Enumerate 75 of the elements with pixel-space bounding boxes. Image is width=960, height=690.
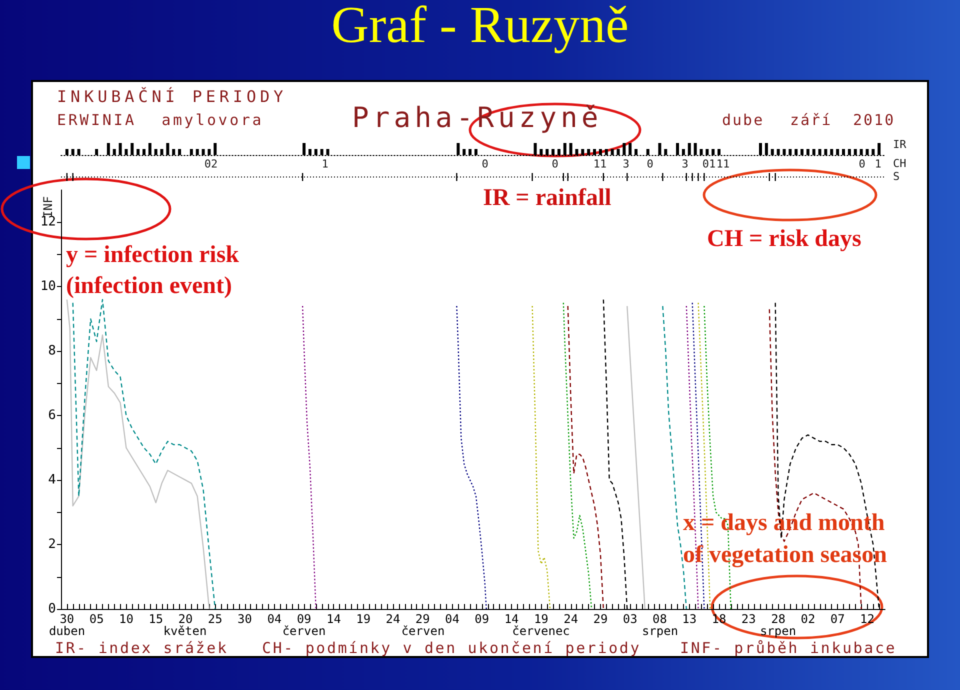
x-tick-label: 24	[564, 612, 578, 626]
line-series	[456, 305, 487, 610]
text: 11	[593, 158, 607, 170]
text: CH- podmínky v den ukončení periody	[262, 639, 642, 657]
text: 3	[622, 158, 630, 170]
x-tick-label: 07	[830, 612, 845, 626]
text: duben	[48, 624, 86, 638]
text: 0	[646, 158, 654, 170]
text: 11	[716, 158, 730, 170]
text: srpen	[642, 624, 678, 638]
y-tick-label: 0	[48, 602, 56, 616]
y-tick-label: 10	[40, 279, 56, 294]
text: 2010	[853, 111, 896, 129]
y-tick-label: 2	[48, 537, 56, 552]
x-tick-label: 23	[741, 612, 756, 626]
y-tick-label: 4	[48, 472, 56, 488]
x-tick-label: 04	[445, 612, 460, 626]
x-tick-label: 05	[89, 612, 104, 626]
text: červenec	[512, 624, 570, 638]
line-series	[626, 305, 646, 610]
text: 3	[682, 158, 688, 170]
x-tick-label: 28	[771, 612, 786, 626]
x-tick-label: 15	[148, 612, 164, 626]
text: 02	[204, 158, 218, 170]
text: 0	[552, 158, 558, 170]
x-tick-label: 04	[267, 612, 282, 626]
text: květen	[163, 624, 207, 638]
chart-title: Graf - Ruzyně	[331, 0, 629, 54]
text: srpen	[760, 624, 796, 638]
x-tick-label: 09	[296, 612, 312, 626]
text: 1	[874, 158, 882, 170]
x-tick-label: 03	[622, 612, 638, 626]
text: IR- index srážek	[55, 639, 228, 657]
text: červen	[282, 624, 326, 638]
line-series	[532, 305, 551, 610]
x-tick-label: 14	[326, 612, 341, 626]
text: S	[893, 170, 900, 183]
x-tick-label: 25	[208, 612, 222, 626]
text: 0	[482, 158, 488, 170]
annotation: CH = risk days	[707, 226, 862, 252]
y-tick-label: 6	[48, 408, 56, 424]
x-tick-label: 19	[534, 612, 548, 626]
x-tick-label: 10	[118, 612, 134, 626]
line-series	[302, 305, 317, 610]
x-tick-label: 30	[238, 612, 252, 626]
text: červen	[401, 624, 445, 638]
text: INF- průběh inkubace	[680, 639, 897, 657]
x-tick-label: 29	[593, 612, 608, 626]
line-series	[562, 302, 592, 610]
text: 1	[322, 158, 328, 170]
x-tick-label: 29	[415, 612, 430, 626]
y-tick-label: 12	[40, 214, 56, 230]
annotation: (infection event)	[66, 273, 232, 299]
text: dube	[722, 111, 764, 129]
y-tick-label: 8	[48, 344, 56, 359]
text: ERWINIA amylovora	[57, 111, 264, 129]
text: září	[790, 111, 832, 129]
text: 0	[858, 158, 866, 170]
x-tick-label: 14	[504, 612, 519, 626]
annotation: IR = rainfall	[483, 185, 612, 211]
annotation: y = infection risk	[66, 242, 240, 268]
chart-subtitle: INKUBAČNÍ PERIODY	[57, 87, 288, 106]
x-tick-label: 09	[474, 612, 490, 626]
x-tick-label: 02	[800, 612, 816, 626]
x-tick-label: 30	[60, 612, 74, 626]
text: CH	[893, 157, 906, 170]
x-tick-label: 12	[860, 612, 874, 626]
y-axis-title: IR	[893, 138, 906, 151]
x-tick-label: 08	[652, 612, 667, 626]
x-tick-label: 20	[178, 612, 193, 626]
x-tick-label: 24	[386, 612, 400, 626]
line-series	[567, 305, 604, 610]
x-tick-label: 13	[682, 612, 697, 626]
text: 01	[702, 158, 716, 170]
x-tick-label: 19	[356, 612, 371, 626]
